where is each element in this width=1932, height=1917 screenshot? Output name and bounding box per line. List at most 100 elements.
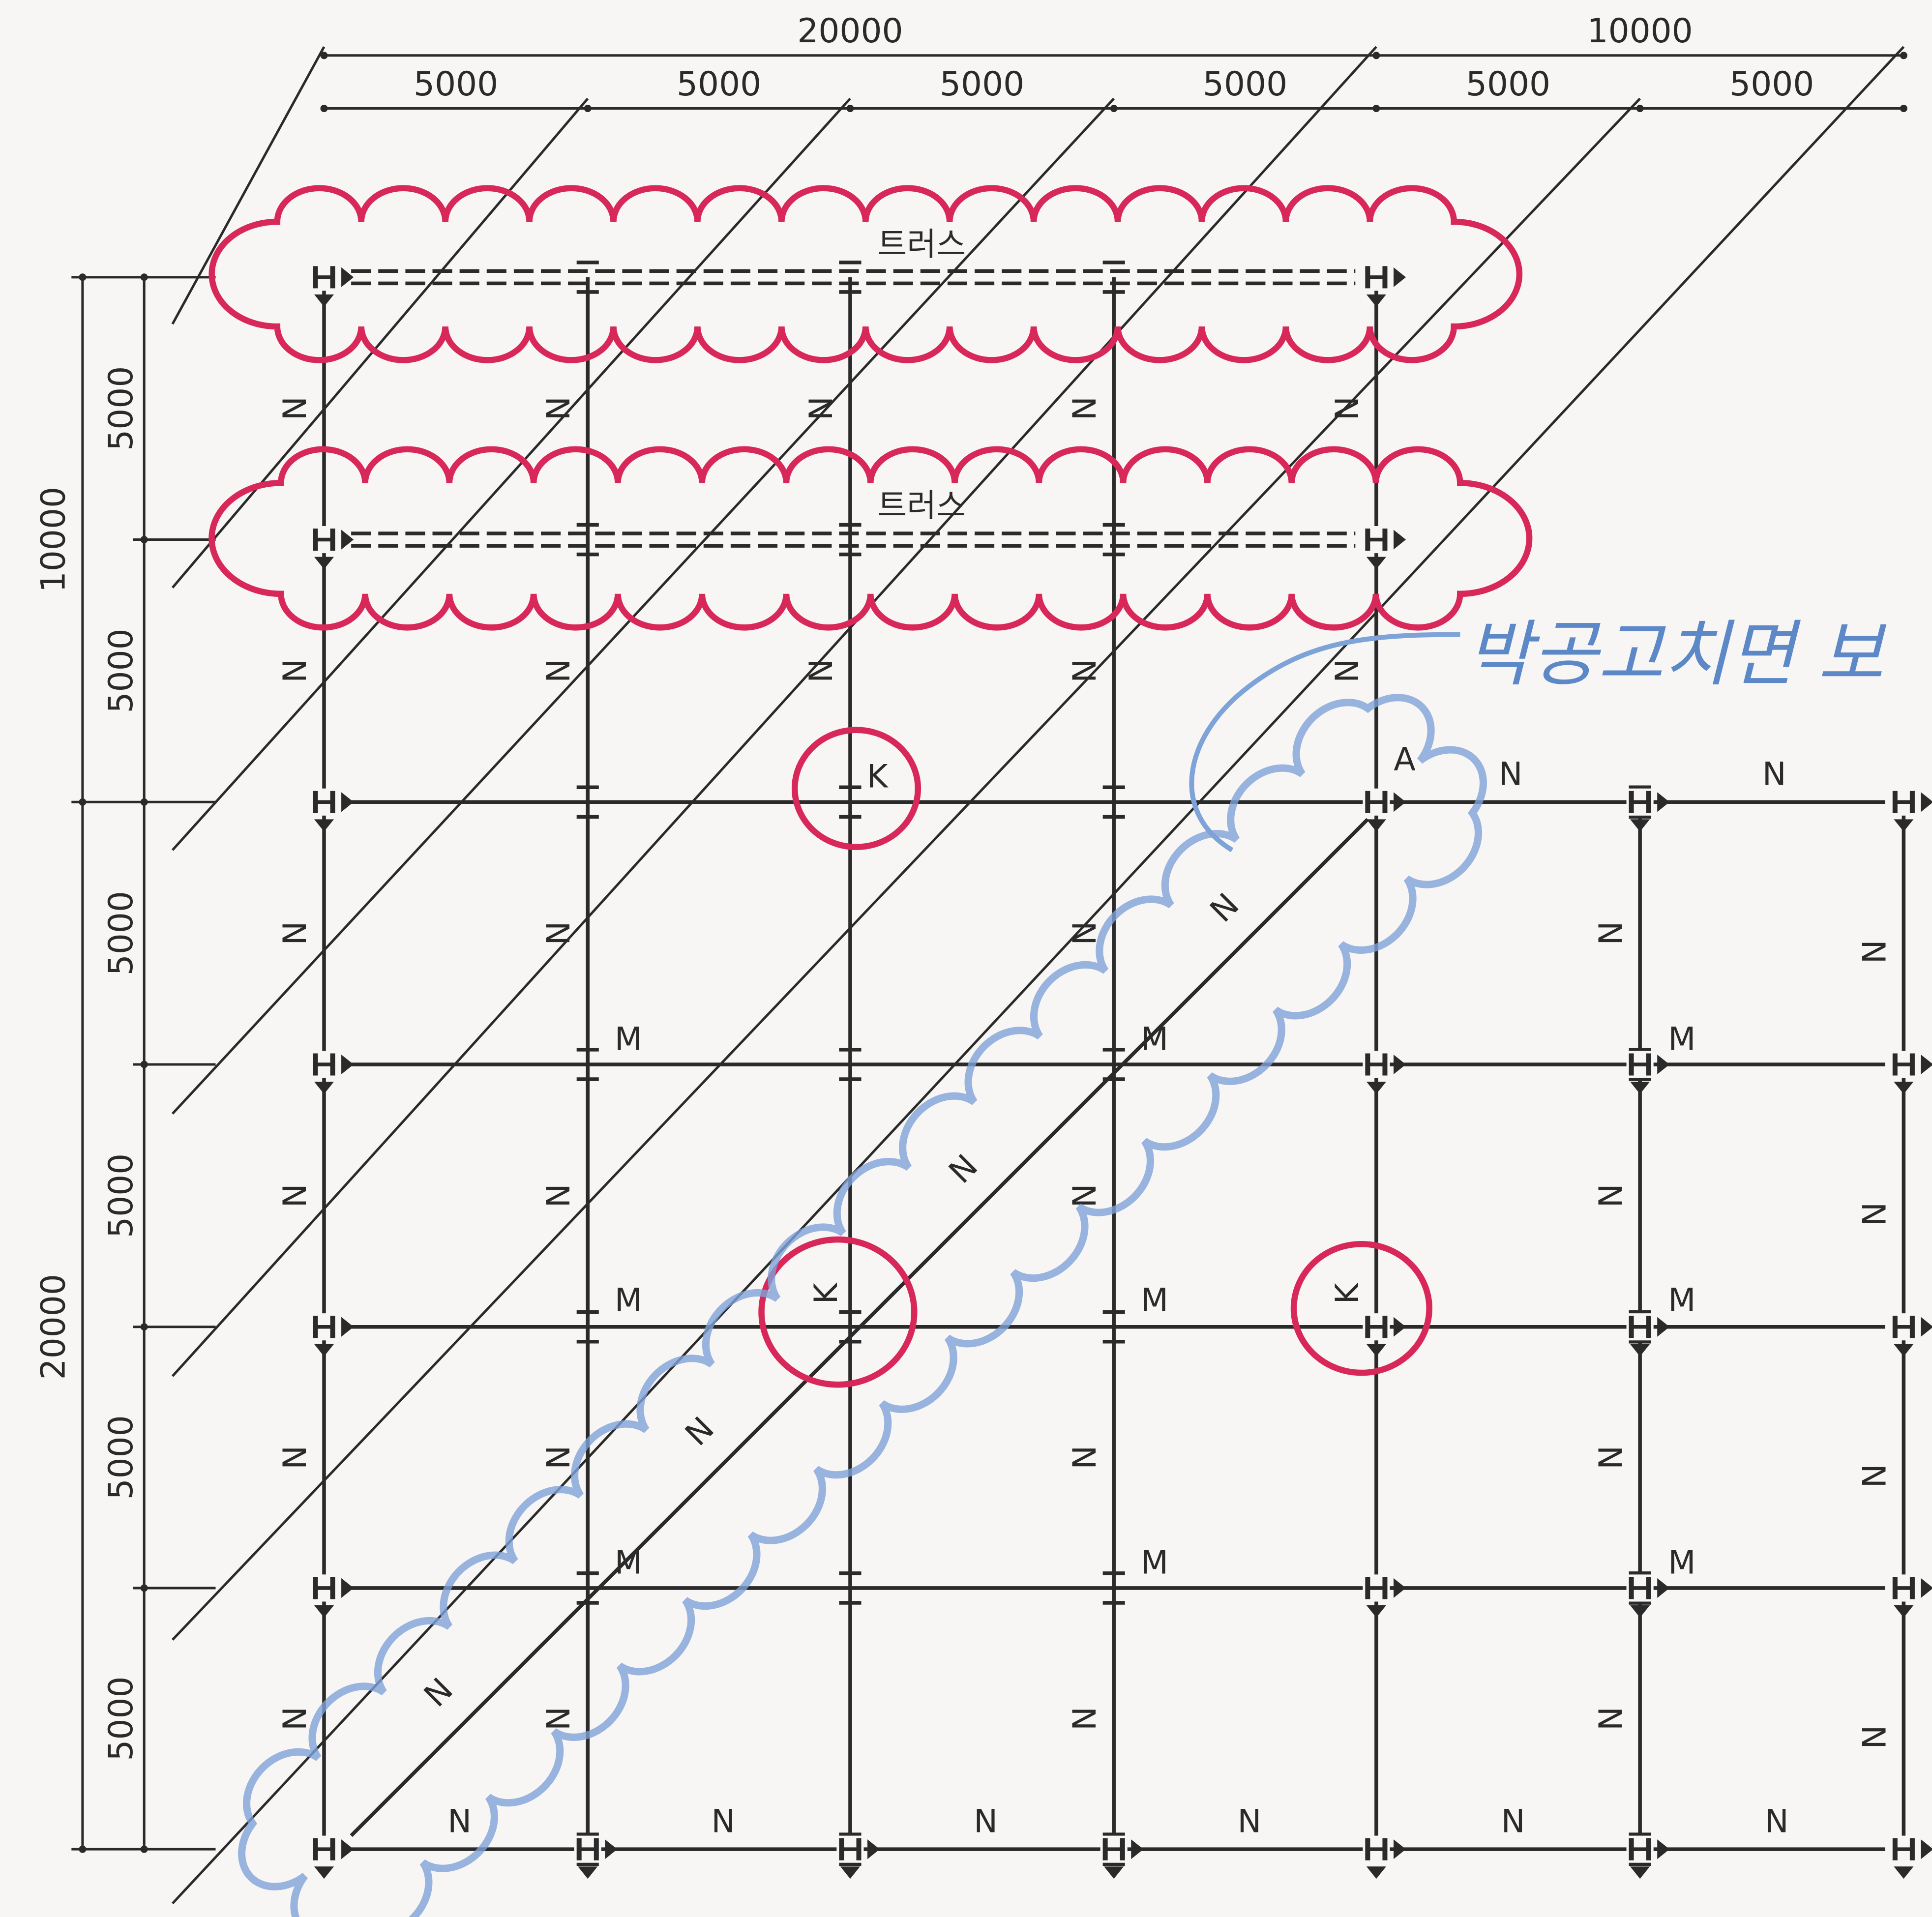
member-label: K bbox=[808, 1282, 845, 1304]
dim-tick bbox=[320, 52, 328, 59]
end-marker bbox=[341, 267, 354, 287]
diagonal-brace bbox=[350, 818, 1369, 1837]
end-marker bbox=[1894, 1082, 1914, 1094]
end-marker bbox=[1366, 1344, 1386, 1357]
dim-tick bbox=[79, 798, 87, 806]
end-marker bbox=[1630, 1344, 1650, 1357]
red-cloud bbox=[208, 185, 1523, 363]
dim-tick bbox=[140, 1845, 148, 1853]
member-label: M bbox=[1668, 1021, 1695, 1058]
member-label: N bbox=[417, 1671, 460, 1714]
dim-tick bbox=[1900, 105, 1907, 113]
end-marker bbox=[341, 530, 354, 550]
end-marker bbox=[1921, 1054, 1932, 1075]
extension-line bbox=[171, 46, 1377, 1377]
dim-label: 5000 bbox=[101, 1153, 140, 1238]
member-label: N bbox=[1499, 756, 1523, 793]
truss-label: 트러스 bbox=[877, 226, 966, 263]
member-label: N bbox=[1856, 940, 1893, 964]
member-label: N bbox=[1067, 1445, 1103, 1470]
dim-tick bbox=[1372, 105, 1380, 113]
member-label: M bbox=[615, 1282, 642, 1319]
member-label: N bbox=[1237, 1803, 1261, 1840]
member-label: N bbox=[1329, 659, 1366, 683]
end-marker bbox=[314, 1605, 334, 1618]
red-circle bbox=[1290, 1240, 1432, 1376]
end-marker bbox=[867, 1839, 880, 1859]
end-marker bbox=[314, 1082, 334, 1094]
member-label: N bbox=[277, 1445, 314, 1470]
dim-label: 5000 bbox=[414, 64, 498, 103]
dim-label: 5000 bbox=[101, 628, 140, 713]
end-marker bbox=[1657, 1839, 1670, 1859]
red-circle bbox=[791, 727, 921, 850]
end-marker bbox=[341, 1578, 354, 1598]
end-marker bbox=[341, 792, 354, 812]
member-label: M bbox=[1668, 1282, 1695, 1319]
end-marker bbox=[1657, 1317, 1670, 1337]
member-label: N bbox=[1593, 921, 1630, 945]
member-label: N bbox=[679, 1410, 721, 1453]
dim-label: 5000 bbox=[101, 891, 140, 975]
dim-tick bbox=[1372, 52, 1380, 59]
dim-label: 5000 bbox=[1466, 64, 1550, 103]
dim-tick bbox=[1636, 105, 1644, 113]
dim-label: 5000 bbox=[677, 64, 761, 103]
member-label: N bbox=[540, 659, 577, 683]
member-label: N bbox=[803, 659, 840, 683]
dim-tick bbox=[140, 1061, 148, 1068]
leader-line bbox=[1189, 632, 1460, 853]
dim-label: 20000 bbox=[797, 11, 903, 50]
dim-label: 5000 bbox=[1203, 64, 1287, 103]
end-marker bbox=[1393, 1317, 1406, 1337]
member-label: N bbox=[1856, 1464, 1893, 1488]
dim-label: 5000 bbox=[940, 64, 1024, 103]
end-marker bbox=[1366, 1605, 1386, 1618]
member-label: N bbox=[1067, 1183, 1103, 1208]
extension-line bbox=[171, 97, 851, 851]
end-marker bbox=[314, 557, 334, 569]
member-label: N bbox=[1593, 1183, 1630, 1208]
end-marker bbox=[1894, 1344, 1914, 1357]
member-label: N bbox=[277, 396, 314, 420]
dim-label: 10000 bbox=[33, 487, 72, 592]
dim-tick bbox=[140, 1584, 148, 1592]
member-label: N bbox=[1067, 659, 1103, 683]
end-marker bbox=[1921, 1839, 1932, 1859]
member-label: N bbox=[447, 1803, 472, 1840]
end-marker bbox=[1104, 1866, 1124, 1879]
blue-cloud bbox=[238, 694, 1487, 1917]
end-marker bbox=[1393, 267, 1406, 287]
member-label: M bbox=[615, 1021, 642, 1058]
end-marker bbox=[1630, 1082, 1650, 1094]
member-label: N bbox=[540, 1445, 577, 1470]
member-label: N bbox=[803, 396, 840, 420]
dim-label: 20000 bbox=[33, 1274, 72, 1380]
end-marker bbox=[341, 1839, 354, 1859]
end-marker bbox=[605, 1839, 618, 1859]
member-label: N bbox=[1593, 1707, 1630, 1731]
end-marker bbox=[840, 1866, 861, 1879]
dim-label: 5000 bbox=[1729, 64, 1814, 103]
end-marker bbox=[314, 819, 334, 832]
extension-line bbox=[171, 46, 1905, 1905]
extension-line bbox=[171, 97, 1115, 1115]
end-marker bbox=[341, 1317, 354, 1337]
dim-label: 5000 bbox=[101, 1415, 140, 1500]
member-label: N bbox=[277, 1183, 314, 1208]
end-marker bbox=[1630, 1605, 1650, 1618]
member-label: N bbox=[974, 1803, 998, 1840]
member-label: N bbox=[1856, 1725, 1893, 1749]
dim-label: 5000 bbox=[101, 366, 140, 451]
member-label: M bbox=[1668, 1544, 1695, 1581]
end-marker bbox=[1921, 792, 1932, 812]
end-marker bbox=[1393, 792, 1406, 812]
end-marker bbox=[1393, 1839, 1406, 1859]
member-label: N bbox=[1501, 1803, 1525, 1840]
end-marker bbox=[1921, 1578, 1932, 1598]
end-marker bbox=[1894, 819, 1914, 832]
end-marker bbox=[1921, 1317, 1932, 1337]
dim-label: 5000 bbox=[101, 1676, 140, 1761]
end-marker bbox=[1894, 1866, 1914, 1879]
